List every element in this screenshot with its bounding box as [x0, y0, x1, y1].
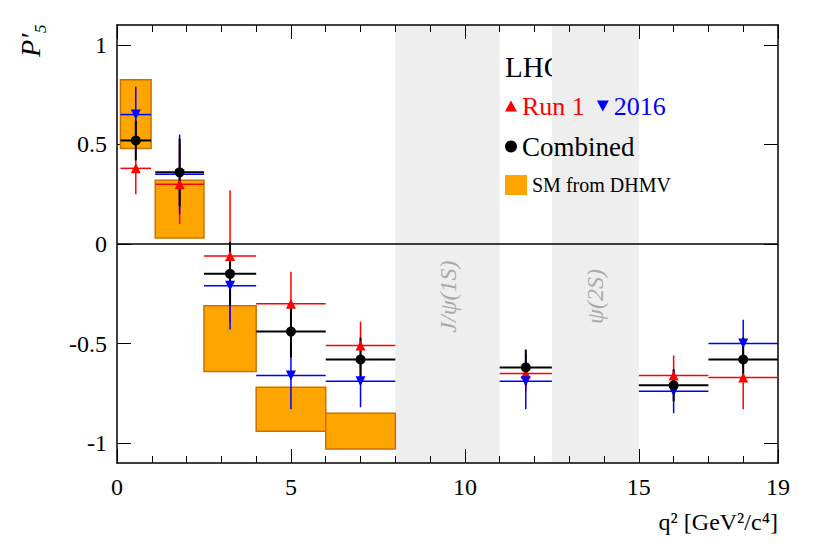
svg-text:-1: -1 — [87, 430, 107, 456]
svg-text:5: 5 — [285, 474, 297, 500]
svg-text:LHCb: LHCb — [505, 50, 578, 83]
svg-text:15: 15 — [627, 474, 651, 500]
svg-text:0: 0 — [111, 474, 123, 500]
svg-text:-0.5: -0.5 — [69, 331, 107, 357]
svg-text:10: 10 — [453, 474, 477, 500]
svg-text:J/ψ(1S): J/ψ(1S) — [435, 260, 461, 332]
svg-text:Combined: Combined — [522, 132, 635, 162]
svg-text:q² [GeV²/c⁴]: q² [GeV²/c⁴] — [659, 509, 778, 535]
svg-text:0.5: 0.5 — [77, 131, 107, 157]
svg-text:1: 1 — [95, 32, 107, 58]
svg-text:2016: 2016 — [614, 92, 666, 121]
svg-text:Run 1: Run 1 — [522, 92, 585, 121]
svg-text:19: 19 — [766, 474, 790, 500]
svg-text:SM from DHMV: SM from DHMV — [532, 174, 671, 196]
svg-text:ψ(2S): ψ(2S) — [582, 269, 608, 324]
svg-text:0: 0 — [95, 231, 107, 257]
svg-text:P′₅: P′₅ — [15, 24, 46, 58]
